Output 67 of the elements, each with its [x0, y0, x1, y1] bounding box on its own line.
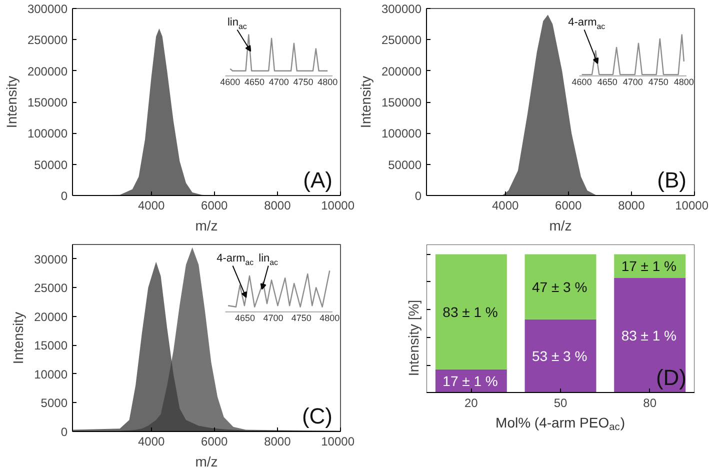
x-tick-label: 4700 — [263, 312, 284, 323]
x-axis-title: m/z — [549, 218, 572, 234]
y-tick-label: 25000 — [34, 281, 68, 296]
x-tick-label: 8000 — [264, 198, 292, 212]
y-axis-title: Intensity [%] — [406, 300, 422, 376]
x-tick-label: 4000 — [492, 198, 519, 212]
x-tick-label: 4750 — [648, 76, 668, 87]
y-tick-label: 200000 — [27, 64, 68, 78]
x-tick-label: 8000 — [264, 434, 292, 448]
y-tick-label: 15000 — [34, 338, 68, 353]
x-axis-title: m/z — [195, 218, 218, 234]
x-tick-label: 4650 — [597, 76, 618, 87]
x-tick-label: 10000 — [321, 434, 355, 448]
x-tick-label: 4650 — [234, 312, 256, 323]
y-tick-label: 0 — [60, 425, 68, 439]
x-tick-label: 80 — [643, 396, 657, 410]
annotation: (A) — [303, 168, 332, 192]
y-axis-title: Intensity — [10, 312, 26, 364]
data-label: 17 ± 1 % — [621, 258, 677, 274]
x-tick-label: 4800 — [674, 76, 694, 87]
x-tick-label: 6000 — [555, 198, 582, 212]
y-tick-label: 250000 — [27, 33, 68, 48]
x-tick-label: 50 — [554, 396, 568, 410]
x-tick-label: 4750 — [293, 76, 314, 87]
y-tick-label: 30000 — [34, 252, 68, 266]
y-tick-label: 50000 — [388, 158, 422, 172]
y-tick-label: 300000 — [27, 2, 68, 16]
y-tick-label: 50000 — [34, 158, 68, 172]
y-tick-label: 250000 — [381, 33, 422, 48]
y-tick-label: 100000 — [27, 126, 68, 141]
x-tick-label: 8000 — [618, 198, 646, 212]
x-tick-label: 4000 — [138, 434, 165, 448]
x-tick-label: 4800 — [320, 312, 340, 323]
y-tick-label: 150000 — [381, 96, 422, 110]
y-tick-label: 200000 — [381, 64, 422, 78]
y-axis-title: Intensity — [357, 76, 374, 128]
x-tick-label: 4600 — [220, 76, 240, 87]
x-tick-label: 6000 — [201, 198, 228, 212]
x-tick-label: 20 — [464, 396, 478, 410]
data-label: 47 ± 3 % — [532, 278, 588, 295]
data-label: 83 ± 1 % — [621, 327, 677, 344]
x-tick-label: 6000 — [201, 434, 228, 448]
y-tick-label: 5000 — [40, 396, 68, 410]
data-label: 53 ± 3 % — [532, 348, 588, 364]
x-tick-label: 4600 — [572, 76, 592, 87]
x-tick-label: 4800 — [318, 76, 338, 87]
x-tick-label: 4700 — [268, 76, 289, 87]
y-tick-label: 150000 — [27, 96, 68, 110]
x-tick-label: 4650 — [244, 76, 265, 87]
x-tick-label: 4750 — [291, 312, 312, 323]
y-tick-label: 20000 — [34, 310, 68, 324]
x-tick-label: 10000 — [321, 198, 355, 212]
x-tick-label: 4700 — [622, 76, 643, 87]
y-tick-label: 0 — [414, 189, 422, 203]
annotation: (C) — [302, 404, 333, 428]
y-tick-label: 300000 — [381, 2, 422, 16]
annotation: (D) — [656, 364, 687, 390]
annotation: (B) — [657, 168, 686, 192]
y-tick-label: 100000 — [381, 126, 422, 141]
data-label: 17 ± 1 % — [442, 373, 498, 390]
y-tick-label: 10000 — [34, 367, 68, 382]
data-label: 83 ± 1 % — [442, 304, 498, 320]
x-tick-label: 10000 — [675, 198, 709, 212]
y-axis-title: Intensity — [3, 76, 20, 128]
y-tick-label: 0 — [60, 189, 68, 203]
x-axis-title: m/z — [195, 454, 218, 470]
x-tick-label: 4000 — [138, 198, 165, 212]
